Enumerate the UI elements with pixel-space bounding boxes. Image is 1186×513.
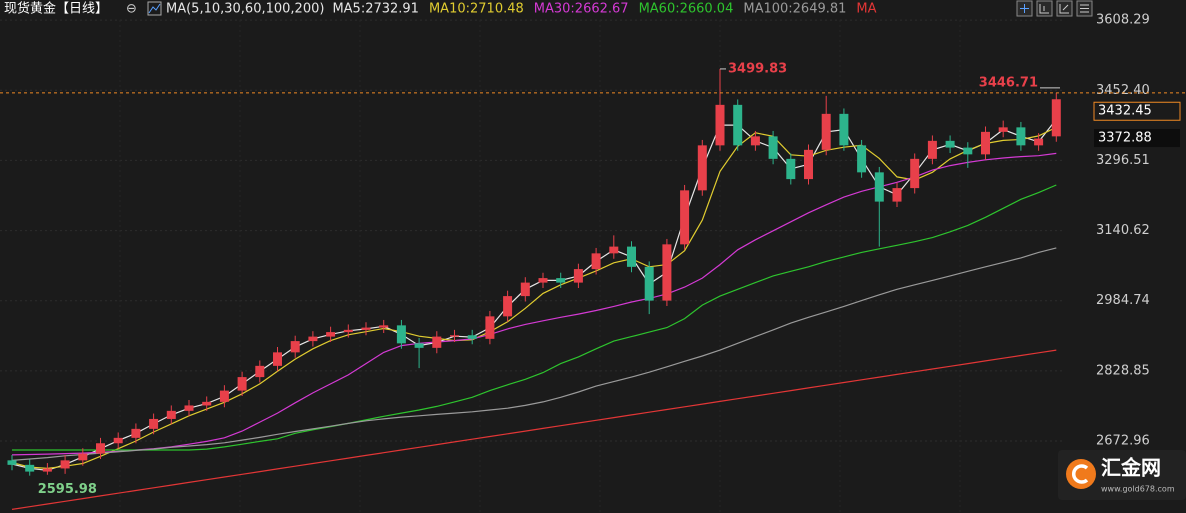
price-tag-label: 3372.88 bbox=[1098, 131, 1152, 146]
legend-entry: MA30:2662.67 bbox=[534, 2, 629, 17]
chart-title: 现货黄金【日线】 bbox=[4, 1, 108, 17]
y-tick-label: 3452.40 bbox=[1096, 83, 1150, 98]
candle-body bbox=[60, 460, 70, 469]
candle-body bbox=[1034, 138, 1044, 146]
candle-body bbox=[343, 329, 353, 333]
candle-body bbox=[609, 246, 619, 254]
candle-body bbox=[361, 327, 371, 330]
candle-body bbox=[857, 145, 867, 173]
indicator-icon bbox=[147, 1, 162, 16]
logo-name: 汇金网 bbox=[1101, 456, 1161, 480]
candle-body bbox=[503, 296, 513, 317]
legend-entry: MA bbox=[856, 2, 876, 17]
candle-body bbox=[733, 104, 743, 146]
ma-line bbox=[11, 247, 1057, 461]
legend-entry: MA10:2710.48 bbox=[429, 2, 524, 17]
candle-body bbox=[715, 104, 725, 146]
candle-body bbox=[467, 335, 477, 339]
candle-body bbox=[113, 437, 123, 444]
candle-body bbox=[219, 390, 229, 402]
candle-body bbox=[414, 343, 424, 348]
candle-body bbox=[804, 149, 813, 180]
candle-body bbox=[326, 332, 336, 337]
legend-entry: MA5:2732.91 bbox=[332, 2, 419, 17]
ma-line bbox=[11, 349, 1057, 510]
reference-label: 3446.71 bbox=[979, 75, 1038, 90]
candle-body bbox=[768, 136, 778, 159]
candle-body bbox=[591, 253, 601, 270]
candle-body bbox=[42, 468, 52, 472]
candle-body bbox=[839, 113, 849, 146]
candle-body bbox=[662, 244, 672, 301]
candle-body bbox=[945, 140, 955, 148]
candle-body bbox=[290, 341, 300, 353]
candle-body bbox=[131, 428, 141, 438]
y-tick-label: 3608.29 bbox=[1096, 13, 1150, 28]
candle-body bbox=[998, 127, 1008, 132]
candle-body bbox=[255, 365, 265, 378]
candle-body bbox=[273, 352, 282, 366]
candle-body bbox=[821, 113, 831, 150]
high-label: 3499.83 bbox=[728, 61, 787, 76]
price-tag bbox=[1093, 101, 1181, 121]
candle-body bbox=[485, 316, 495, 339]
candle-body bbox=[910, 158, 920, 189]
candle-body bbox=[697, 145, 707, 191]
candle-body bbox=[520, 282, 530, 297]
candle-body bbox=[432, 336, 442, 348]
candle-body bbox=[874, 172, 884, 202]
plot-area: 3608.29 3452.40 3296.51 3140.62 2984.74 2828.… bbox=[0, 13, 1186, 513]
candle-body bbox=[556, 278, 566, 283]
candle-body bbox=[573, 269, 583, 283]
candle-body bbox=[96, 443, 105, 454]
logo-url: www.gold678.com bbox=[1101, 485, 1175, 494]
candle-body bbox=[7, 460, 17, 465]
candle-body bbox=[786, 158, 796, 180]
candle-body bbox=[184, 405, 194, 411]
ma-line bbox=[12, 184, 1057, 451]
legend-entry: MA60:2660.04 bbox=[639, 2, 734, 17]
candle-body bbox=[1051, 99, 1061, 137]
candle-body bbox=[202, 401, 212, 406]
y-tick-label: 3296.51 bbox=[1096, 153, 1150, 168]
y-tick-label: 2672.96 bbox=[1096, 434, 1150, 449]
candle-body bbox=[538, 278, 548, 283]
candle-body bbox=[237, 377, 247, 391]
candle-body bbox=[927, 140, 937, 159]
candle-body bbox=[963, 147, 973, 155]
candle-body bbox=[450, 335, 459, 337]
candle-body bbox=[379, 325, 389, 328]
price-tag bbox=[1094, 129, 1180, 148]
candle-body bbox=[750, 136, 760, 146]
toolbar[interactable] bbox=[1016, 0, 1093, 17]
y-tick-label: 2984.74 bbox=[1096, 293, 1150, 308]
candle-body bbox=[644, 266, 654, 301]
candle-body bbox=[308, 336, 318, 342]
candle-body bbox=[78, 453, 88, 461]
indicator-label: MA(5,10,30,60,100,200) bbox=[166, 2, 324, 17]
candle-body bbox=[627, 246, 636, 267]
candle-body bbox=[680, 190, 690, 245]
y-tick-label: 2828.85 bbox=[1096, 363, 1150, 378]
candle-body bbox=[25, 464, 35, 472]
price-tag-label: 3432.45 bbox=[1098, 104, 1152, 119]
logo: 汇金网 www.gold678.com bbox=[1058, 450, 1186, 500]
candle-body bbox=[166, 410, 176, 419]
legend-entry: MA100:2649.81 bbox=[743, 2, 846, 17]
candle-body bbox=[892, 188, 902, 202]
candle-body bbox=[981, 131, 990, 155]
candle-body bbox=[149, 418, 159, 429]
candle-body bbox=[1016, 127, 1026, 146]
legend: MA(5,10,30,60,100,200) MA5:2732.91 MA10:2… bbox=[166, 2, 877, 17]
collapse-icon[interactable]: ⊖ bbox=[126, 2, 137, 17]
ma-line bbox=[11, 126, 1057, 470]
low-label: 2595.98 bbox=[38, 482, 97, 497]
candle-body bbox=[396, 325, 406, 344]
y-tick-label: 3140.62 bbox=[1096, 223, 1150, 238]
